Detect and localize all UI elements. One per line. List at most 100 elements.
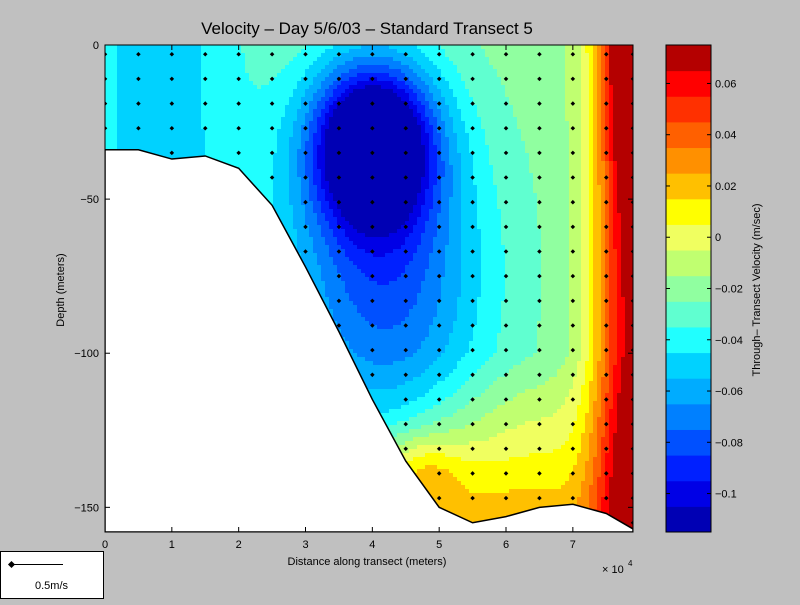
velocity-cell	[285, 45, 290, 50]
velocity-cell	[345, 169, 350, 174]
velocity-cell	[113, 145, 118, 150]
velocity-cell	[117, 145, 122, 150]
velocity-cell	[341, 53, 346, 58]
velocity-cell	[525, 157, 530, 162]
velocity-cell	[249, 169, 254, 174]
velocity-cell	[573, 157, 578, 162]
velocity-cell	[361, 141, 366, 146]
velocity-cell	[529, 113, 534, 118]
velocity-cell	[153, 85, 158, 90]
velocity-cell	[289, 193, 294, 198]
velocity-cell	[473, 177, 478, 182]
velocity-cell	[341, 69, 346, 74]
velocity-cell	[413, 189, 418, 194]
velocity-cell	[473, 117, 478, 122]
velocity-cell	[505, 149, 510, 154]
velocity-cell	[233, 89, 238, 94]
velocity-cell	[629, 149, 633, 154]
velocity-cell	[489, 109, 494, 114]
velocity-cell	[393, 93, 398, 98]
velocity-cell	[589, 105, 594, 110]
velocity-cell	[417, 113, 422, 118]
velocity-cell	[357, 181, 362, 186]
velocity-cell	[285, 49, 290, 54]
velocity-cell	[217, 97, 222, 102]
velocity-cell	[245, 105, 250, 110]
velocity-cell	[149, 141, 154, 146]
velocity-cell	[449, 149, 454, 154]
velocity-cell	[189, 49, 194, 54]
velocity-cell	[153, 81, 158, 86]
velocity-cell	[465, 97, 470, 102]
velocity-cell	[481, 61, 486, 66]
velocity-cell	[353, 89, 358, 94]
velocity-cell	[269, 69, 274, 74]
velocity-cell	[585, 85, 590, 90]
velocity-cell	[557, 101, 562, 106]
velocity-cell	[233, 81, 238, 86]
velocity-cell	[321, 109, 326, 114]
velocity-cell	[257, 177, 262, 182]
velocity-cell	[565, 61, 570, 66]
velocity-cell	[549, 185, 554, 190]
velocity-cell	[477, 173, 482, 178]
velocity-cell	[425, 53, 430, 58]
velocity-cell	[441, 125, 446, 130]
velocity-cell	[569, 109, 574, 114]
velocity-cell	[185, 113, 190, 118]
velocity-cell	[473, 189, 478, 194]
velocity-cell	[557, 61, 562, 66]
velocity-cell	[513, 61, 518, 66]
velocity-cell	[165, 153, 170, 158]
velocity-cell	[569, 73, 574, 78]
velocity-cell	[421, 193, 426, 198]
velocity-cell	[305, 93, 310, 98]
velocity-cell	[381, 73, 386, 78]
velocity-cell	[401, 133, 406, 138]
velocity-cell	[445, 145, 450, 150]
velocity-cell	[437, 121, 442, 126]
velocity-cell	[309, 109, 314, 114]
velocity-cell	[501, 145, 506, 150]
velocity-cell	[233, 141, 238, 146]
velocity-cell	[329, 189, 334, 194]
velocity-cell	[169, 133, 174, 138]
velocity-cell	[485, 105, 490, 110]
velocity-cell	[125, 85, 130, 90]
velocity-cell	[149, 65, 154, 70]
velocity-cell	[461, 129, 466, 134]
velocity-cell	[345, 141, 350, 146]
velocity-cell	[257, 145, 262, 150]
velocity-cell	[137, 89, 142, 94]
velocity-cell	[217, 137, 222, 142]
velocity-cell	[265, 137, 270, 142]
velocity-cell	[397, 57, 402, 62]
velocity-cell	[405, 105, 410, 110]
velocity-cell	[325, 85, 330, 90]
velocity-cell	[549, 137, 554, 142]
velocity-cell	[497, 149, 502, 154]
velocity-cell	[157, 97, 162, 102]
velocity-cell	[301, 157, 306, 162]
velocity-cell	[401, 149, 406, 154]
velocity-cell	[121, 109, 126, 114]
velocity-cell	[249, 125, 254, 130]
velocity-cell	[413, 89, 418, 94]
velocity-cell	[461, 105, 466, 110]
velocity-cell	[309, 181, 314, 186]
velocity-cell	[125, 145, 130, 150]
velocity-cell	[181, 141, 186, 146]
velocity-cell	[613, 77, 618, 82]
velocity-cell	[289, 53, 294, 58]
velocity-cell	[565, 169, 570, 174]
velocity-cell	[601, 89, 606, 94]
velocity-cell	[525, 49, 530, 54]
velocity-cell	[265, 189, 270, 194]
velocity-cell	[105, 121, 110, 126]
velocity-cell	[149, 149, 154, 154]
velocity-cell	[237, 109, 242, 114]
velocity-cell	[161, 57, 166, 62]
velocity-cell	[145, 69, 150, 74]
velocity-cell	[525, 45, 530, 50]
velocity-cell	[249, 161, 254, 166]
